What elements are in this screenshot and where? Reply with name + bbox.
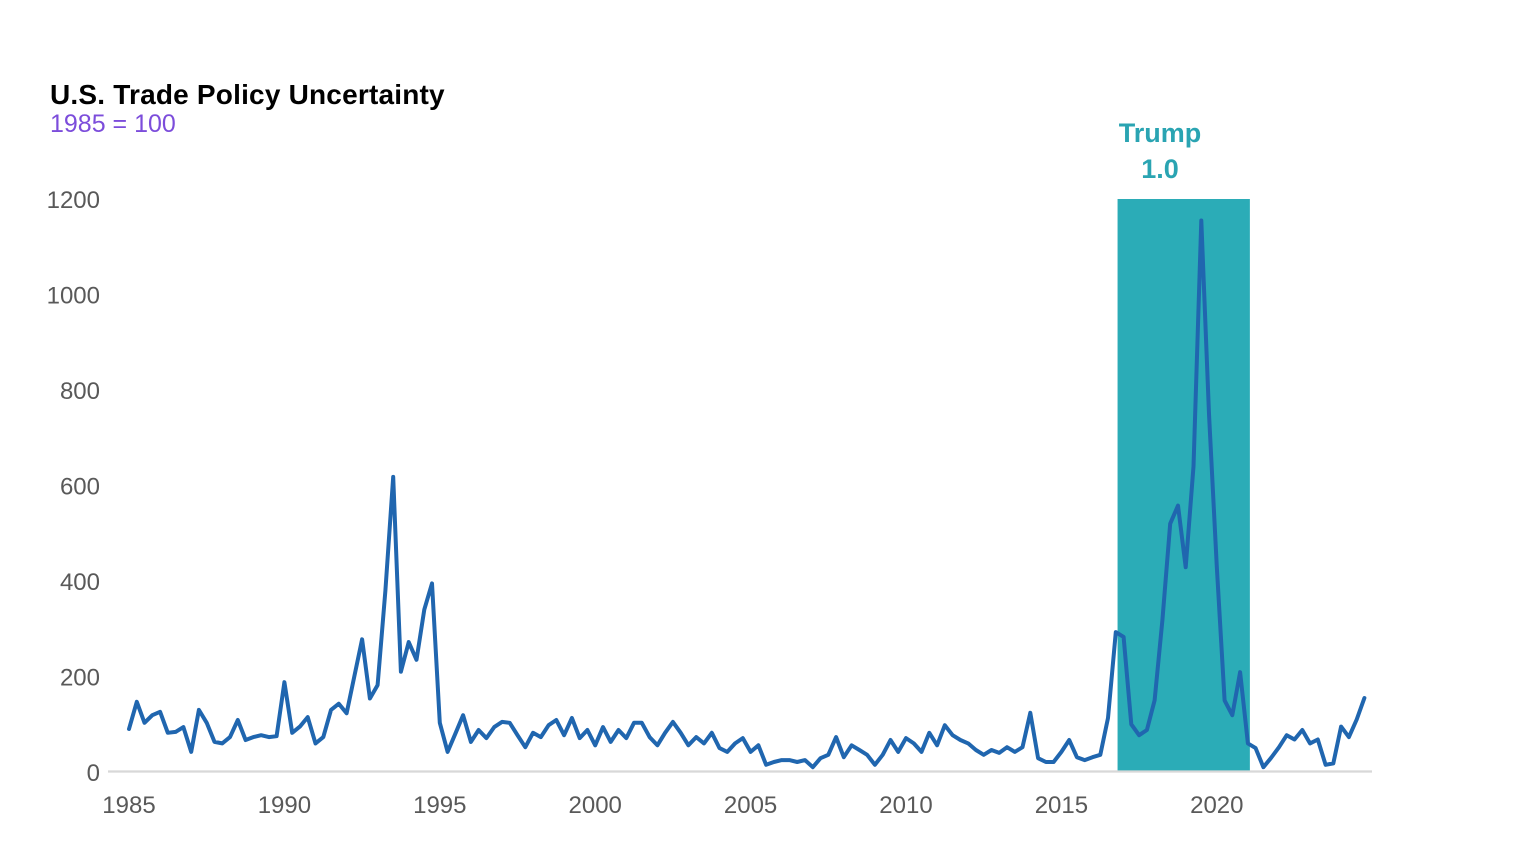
y-tick-label: 400: [60, 569, 100, 596]
x-tick-label: 2020: [1190, 792, 1243, 819]
x-tick-label: 2015: [1035, 792, 1088, 819]
y-tick-label: 200: [60, 665, 100, 692]
chart-subtitle: 1985 = 100: [50, 110, 176, 138]
y-tick-label: 0: [87, 760, 100, 787]
y-tick-label: 600: [60, 474, 100, 501]
chart-title: U.S. Trade Policy Uncertainty: [50, 79, 445, 110]
tpu-line-series: [127, 218, 1367, 770]
y-tick-label: 800: [60, 378, 100, 405]
y-tick-label: 1200: [47, 187, 100, 214]
trump-band-label: Trump 1.0: [1118, 118, 1202, 184]
y-axis-tick-labels: 0 200 400 600 800 1000 1200: [47, 187, 100, 787]
x-tick-label: 1995: [413, 792, 466, 819]
trump-highlight-band: [1117, 199, 1250, 772]
x-tick-label: 2000: [569, 792, 622, 819]
x-tick-label: 1990: [258, 792, 311, 819]
x-tick-label: 1985: [102, 792, 155, 819]
x-axis-tick-labels: 1985 1990 1995 2000 2005 2010 2015 2020: [102, 792, 1243, 819]
x-tick-label: 2005: [724, 792, 777, 819]
x-tick-label: 2010: [879, 792, 932, 819]
y-tick-label: 1000: [47, 283, 100, 310]
